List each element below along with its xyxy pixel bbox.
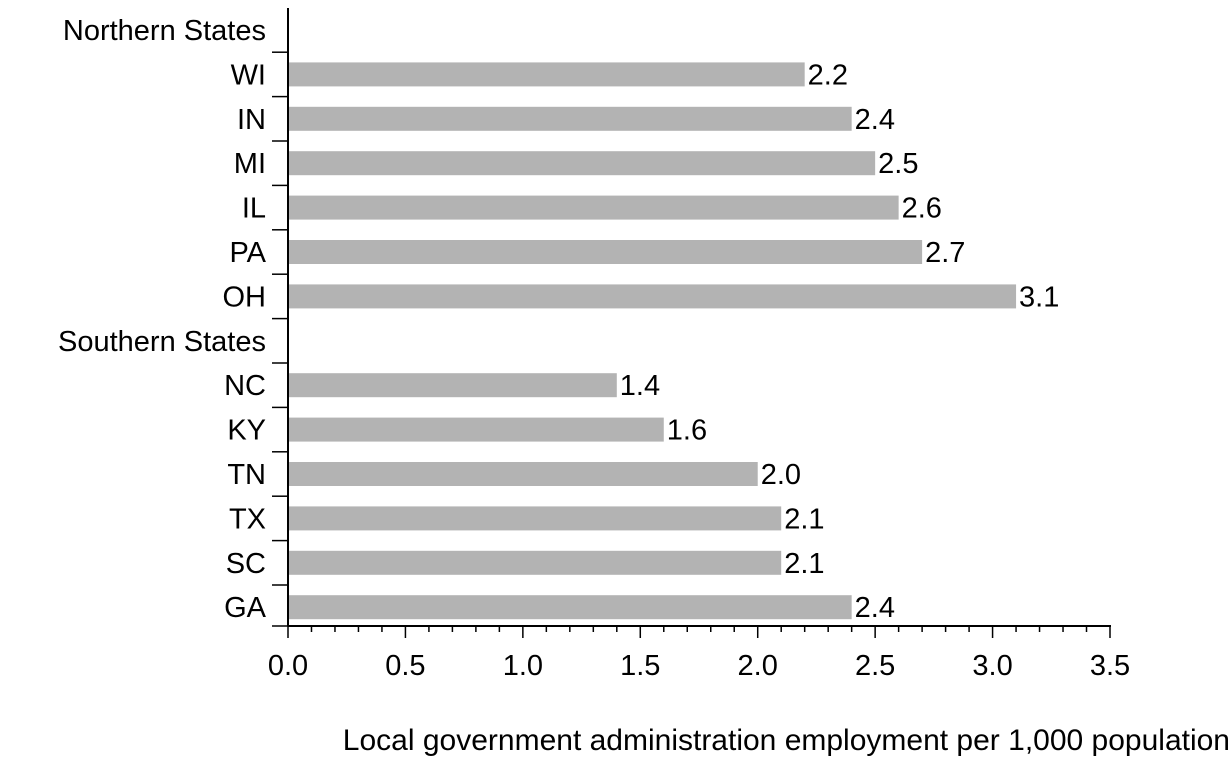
bar: [289, 284, 1017, 309]
data-label: 3.1: [1019, 281, 1059, 313]
bar: [289, 417, 664, 442]
data-label: 2.0: [761, 459, 801, 491]
bar: [289, 195, 899, 220]
bar: [289, 550, 782, 575]
data-label: 2.1: [784, 503, 824, 535]
group-label: Northern States: [63, 15, 266, 47]
data-label: 2.5: [878, 148, 918, 180]
category-label: IN: [237, 104, 266, 136]
data-label: 2.6: [902, 193, 942, 225]
x-tick-label: 1.5: [620, 650, 660, 682]
group-label: Southern States: [58, 326, 266, 358]
x-tick-label: 0.0: [268, 650, 308, 682]
x-tick-label: 2.0: [738, 650, 778, 682]
bar: [289, 595, 852, 620]
category-label: IL: [242, 193, 266, 225]
category-label: WI: [231, 59, 266, 91]
data-label: 1.4: [620, 370, 660, 402]
bar: [289, 373, 617, 398]
bar: [289, 62, 805, 87]
category-label: MI: [234, 148, 266, 180]
bars-layer: [289, 62, 1017, 620]
data-label: 2.1: [784, 548, 824, 580]
category-label: OH: [223, 281, 267, 313]
data-label: 1.6: [667, 415, 707, 447]
x-tick-label: 3.5: [1090, 650, 1130, 682]
x-tick-label: 1.0: [503, 650, 543, 682]
x-axis-label: Local government administration employme…: [342, 724, 1230, 757]
category-label: SC: [226, 548, 266, 580]
category-label: TX: [229, 503, 266, 535]
category-label: TN: [227, 459, 266, 491]
bar: [289, 106, 852, 131]
data-label: 2.2: [808, 59, 848, 91]
x-tick-label: 2.5: [855, 650, 895, 682]
category-label: GA: [224, 592, 267, 624]
bar: [289, 506, 782, 531]
bar: [289, 151, 876, 176]
data-label: 2.7: [925, 237, 965, 269]
category-label: PA: [229, 237, 266, 269]
category-label: KY: [227, 415, 266, 447]
bar: [289, 462, 758, 486]
axes-layer: Northern States WI 2.2 IN 2.4 MI 2.5 IL 2.6 PA 2.7…: [58, 8, 1130, 682]
category-label: NC: [224, 370, 266, 402]
data-label: 2.4: [855, 592, 895, 624]
x-tick-label: 3.0: [972, 650, 1012, 682]
bar: [289, 240, 923, 264]
data-label: 2.4: [855, 104, 895, 136]
x-tick-label: 0.5: [385, 650, 425, 682]
